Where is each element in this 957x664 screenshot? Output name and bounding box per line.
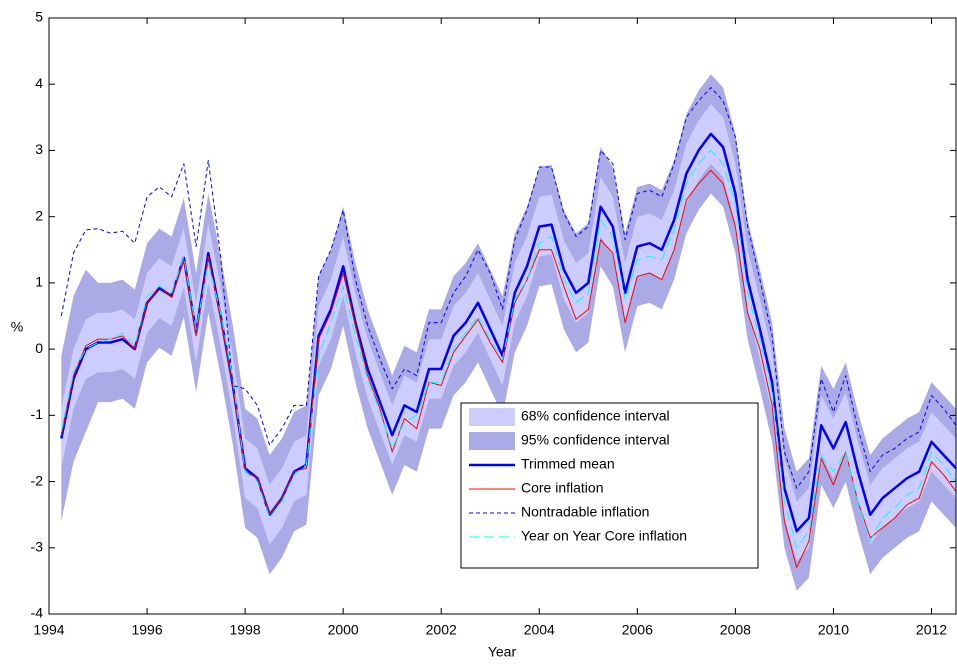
x-tick-label: 1998 <box>230 622 261 638</box>
legend-label: 68% confidence interval <box>521 408 670 424</box>
series-line <box>60 132 957 533</box>
axes-frame <box>48 17 957 615</box>
x-tick-label: 1996 <box>131 622 162 638</box>
x-tick-label: 1994 <box>33 622 64 638</box>
y-tick-label: 5 <box>35 9 43 25</box>
legend-swatch <box>469 432 515 450</box>
legend: 68% confidence interval 95% confidence in… <box>460 402 759 569</box>
x-tick-label: 2012 <box>916 622 947 638</box>
y-tick-label: 4 <box>35 75 43 91</box>
x-tick-label: 2004 <box>524 622 555 638</box>
series-line <box>60 169 957 569</box>
x-axis-label: Year <box>488 644 517 660</box>
plot-area: -4 -3 -2 -1 0 1 2 3 4 5 1994 1996 1998 2000 2002 2004 20… <box>31 9 957 638</box>
x-tick-label: 2000 <box>328 622 359 638</box>
x-tick-label: 2010 <box>818 622 849 638</box>
y-tick-label: 3 <box>35 141 43 157</box>
y-tick-label: -1 <box>31 406 44 422</box>
y-tick-label: 1 <box>35 274 43 290</box>
legend-label: 95% confidence interval <box>521 432 670 448</box>
legend-label: Year on Year Core inflation <box>521 528 687 544</box>
legend-box <box>460 402 759 569</box>
legend-label: Nontradable inflation <box>521 504 649 520</box>
x-tick-label: 2006 <box>622 622 653 638</box>
y-tick-label: -2 <box>31 472 44 488</box>
y-tick-label: -3 <box>31 538 44 554</box>
y-tick-label: 0 <box>35 340 43 356</box>
x-tick-label: 2002 <box>426 622 457 638</box>
legend-label: Core inflation <box>521 480 604 496</box>
y-tick-label: 2 <box>35 207 43 223</box>
x-tick-label: 2008 <box>720 622 751 638</box>
series-line <box>60 149 957 549</box>
y-axis-label: % <box>11 319 23 335</box>
legend-swatch <box>469 408 515 426</box>
series-line <box>60 87 957 489</box>
legend-label: Trimmed mean <box>521 456 615 472</box>
y-tick-label: -4 <box>31 605 44 621</box>
